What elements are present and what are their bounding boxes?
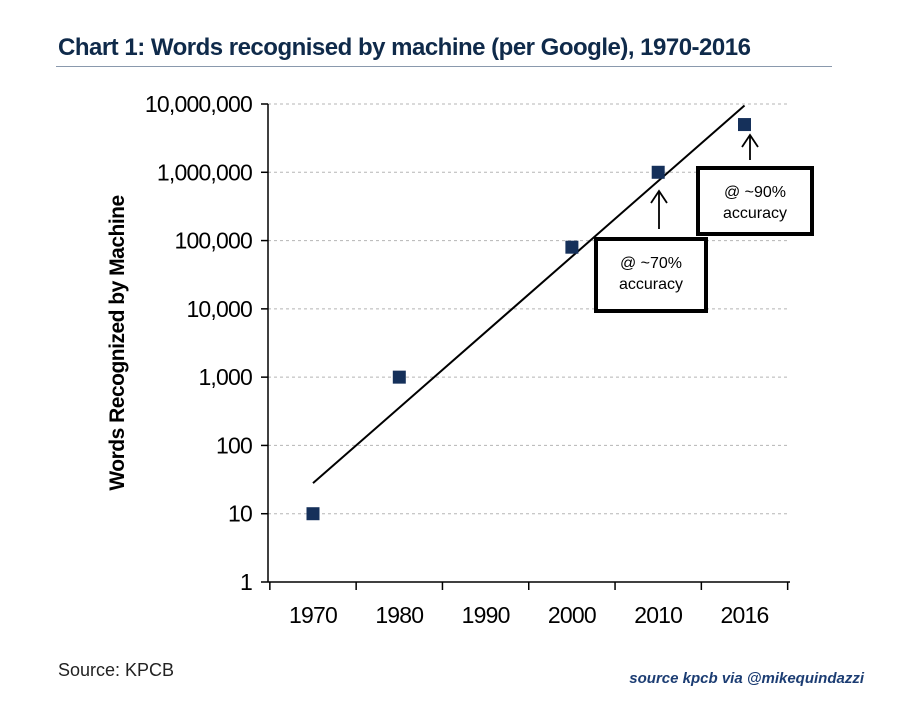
x-tick-label: 1970: [289, 602, 337, 628]
chart-title: Chart 1: Words recognised by machine (pe…: [58, 34, 751, 61]
trend-line: [312, 104, 746, 484]
x-tick-label: 1990: [462, 602, 510, 628]
x-tick-label: 2000: [548, 602, 596, 628]
y-tick-label: 1,000: [198, 364, 252, 390]
annotation-box: [594, 237, 708, 313]
annotation-text: @ ~70%: [620, 255, 682, 272]
data-point: [392, 370, 406, 384]
y-tick-label: 1: [240, 569, 252, 595]
y-tick-label: 1,000,000: [157, 159, 252, 185]
x-tick-label: 2010: [634, 602, 682, 628]
y-axis-title: Words Recognized by Machine: [106, 195, 129, 490]
y-tick-label: 10,000: [186, 296, 252, 322]
data-point: [738, 118, 751, 132]
y-tick-label: 10: [228, 501, 252, 527]
source-label: Source: KPCB: [58, 660, 175, 680]
annotation-text: accuracy: [619, 276, 683, 293]
annotation-arrowhead: [741, 133, 759, 148]
y-tick-label: 100: [216, 432, 252, 458]
data-point: [306, 507, 320, 521]
credit-label: source kpcb via @mikequindazzi: [629, 670, 864, 687]
data-point: [565, 240, 579, 254]
title-underline: [56, 66, 832, 67]
annotation-box: [696, 166, 814, 236]
x-tick-label: 2016: [721, 602, 769, 628]
annotation-text: @ ~90%: [724, 184, 786, 201]
annotation-text: accuracy: [723, 205, 787, 222]
y-tick-label: 10,000,000: [145, 91, 252, 117]
data-point: [651, 165, 665, 179]
x-tick-label: 1980: [375, 602, 423, 628]
y-tick-label: 100,000: [174, 228, 252, 254]
annotation-arrowhead: [650, 189, 668, 204]
